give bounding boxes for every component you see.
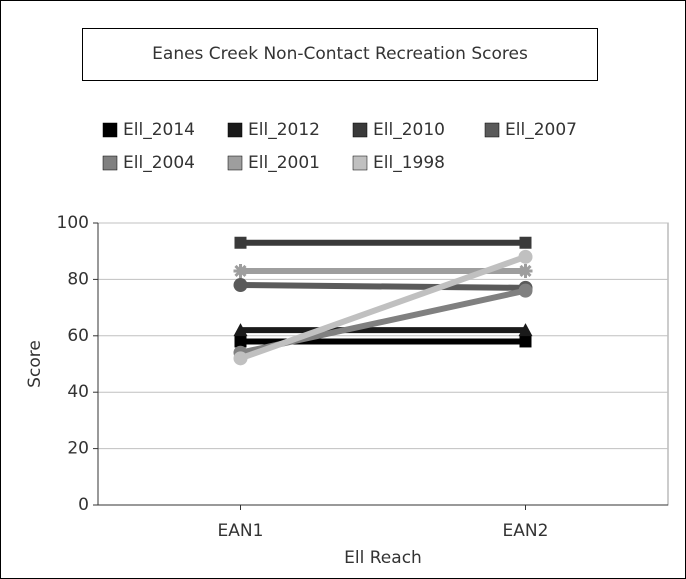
marker xyxy=(518,323,533,337)
marker xyxy=(518,249,533,264)
marker xyxy=(519,335,532,348)
marker xyxy=(233,263,248,278)
chart-title: Eanes Creek Non-Contact Recreation Score… xyxy=(152,44,528,64)
y-tick-label: 20 xyxy=(67,439,89,459)
y-tick-label: 60 xyxy=(67,326,89,346)
marker xyxy=(234,236,247,249)
x-axis-label: Ell Reach xyxy=(344,548,422,568)
legend-swatch xyxy=(352,155,368,171)
legend-label: Ell_2001 xyxy=(248,153,320,173)
legend-label: Ell_2012 xyxy=(248,120,320,140)
marker xyxy=(233,278,248,293)
series-line xyxy=(239,254,527,362)
marker xyxy=(234,335,247,348)
plot-area xyxy=(97,222,669,506)
legend-swatch xyxy=(352,122,368,138)
legend-label: Ell_2010 xyxy=(373,120,445,140)
y-tick-label: 80 xyxy=(67,269,89,289)
y-tick-label: 100 xyxy=(57,213,89,233)
legend-label: Ell_2004 xyxy=(123,153,195,173)
y-tick-label: 40 xyxy=(67,382,89,402)
series-line xyxy=(240,282,526,291)
legend-swatch xyxy=(484,122,500,138)
x-tick-label: EAN1 xyxy=(218,521,264,541)
marker xyxy=(233,351,248,366)
legend-swatch xyxy=(227,155,243,171)
legend-swatch xyxy=(102,155,118,171)
y-tick-label: 0 xyxy=(78,495,89,515)
marker xyxy=(518,283,533,298)
legend-swatch xyxy=(102,122,118,138)
x-tick-label: EAN2 xyxy=(503,521,549,541)
marker xyxy=(518,263,533,278)
title-box xyxy=(82,28,598,81)
legend-label: Ell_1998 xyxy=(373,153,445,173)
marker xyxy=(233,323,248,337)
legend-label: Ell_2014 xyxy=(123,120,195,140)
legend-swatch xyxy=(227,122,243,138)
marker xyxy=(519,236,532,249)
y-axis-label: Score xyxy=(25,340,45,388)
legend-label: Ell_2007 xyxy=(505,120,577,140)
